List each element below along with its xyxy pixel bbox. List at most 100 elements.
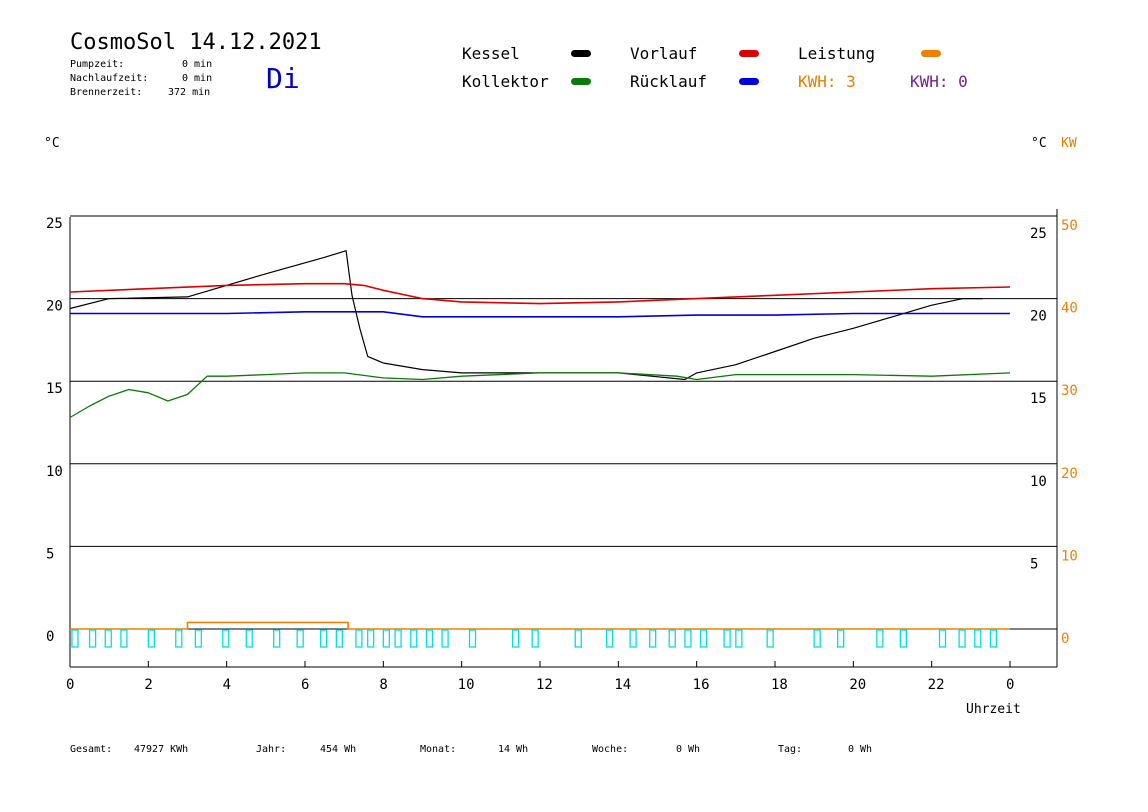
right-axis-kw-unit: KW bbox=[1061, 136, 1077, 151]
footer-monat-label: Monat: bbox=[420, 744, 457, 755]
legend-ruecklauf: Rücklauf bbox=[630, 72, 708, 91]
x-tick-label: 8 bbox=[379, 677, 387, 693]
y-tick-label-left: 10 bbox=[46, 464, 63, 480]
legend-leistung: Leistung bbox=[798, 44, 876, 63]
y-tick-label-right: 20 bbox=[1030, 309, 1047, 325]
y-tick-label-kw: 20 bbox=[1061, 466, 1078, 482]
pump-marker bbox=[511, 629, 520, 648]
x-tick-label: 2 bbox=[144, 677, 152, 693]
pump-marker bbox=[335, 629, 343, 648]
footer-gesamt-value: 47927 KWh bbox=[134, 744, 189, 755]
pump-marker bbox=[668, 629, 676, 648]
right-axis-unit: °C bbox=[1031, 136, 1047, 151]
nachlauf-time-value: 0 min bbox=[182, 73, 213, 84]
pump-marker bbox=[382, 629, 390, 648]
brenner-time-label: Brennerzeit: bbox=[70, 87, 143, 98]
x-tick-label: 0 bbox=[1006, 677, 1014, 693]
pump-marker bbox=[989, 629, 998, 648]
y-tick-label-kw: 10 bbox=[1061, 548, 1078, 564]
pump-time-label: Pumpzeit: bbox=[70, 59, 125, 70]
legend-vorlauf: Vorlauf bbox=[630, 44, 698, 63]
pump-marker bbox=[296, 629, 304, 648]
pump-marker bbox=[320, 629, 328, 648]
footer-jahr-value: 454 Wh bbox=[320, 744, 357, 755]
x-tick-label: 10 bbox=[458, 677, 475, 693]
y-tick-label-right: 25 bbox=[1030, 226, 1047, 242]
pump-marker bbox=[899, 629, 907, 648]
series-line-vorlauf bbox=[69, 282, 1011, 305]
legend-ruecklauf-swatch bbox=[739, 78, 759, 85]
footer-jahr-label: Jahr: bbox=[256, 744, 287, 755]
pump-marker bbox=[531, 629, 539, 648]
x-tick-label: 4 bbox=[223, 677, 231, 693]
series-line-kollektor bbox=[69, 372, 1011, 419]
x-tick-label: 22 bbox=[928, 677, 945, 693]
legend-kessel: Kessel bbox=[462, 44, 520, 63]
y-tick-label-kw: 50 bbox=[1061, 218, 1078, 234]
y-tick-label-left: 5 bbox=[46, 546, 54, 562]
pump-marker bbox=[813, 629, 821, 648]
pump-marker bbox=[71, 629, 79, 648]
pump-marker bbox=[876, 629, 884, 648]
y-tick-label-left: 25 bbox=[46, 216, 63, 232]
pump-marker bbox=[245, 629, 253, 648]
pump-marker bbox=[425, 629, 434, 648]
x-tick-label: 14 bbox=[614, 677, 631, 693]
pump-marker bbox=[649, 629, 657, 648]
legend-kollektor-swatch bbox=[571, 78, 591, 85]
y-tick-label-left: 0 bbox=[46, 629, 54, 645]
pump-marker bbox=[468, 629, 477, 648]
x-axis-label: Uhrzeit bbox=[966, 702, 1021, 717]
pump-marker bbox=[699, 629, 708, 648]
brenner-time-value: 372 min bbox=[168, 87, 211, 98]
pump-marker bbox=[367, 629, 375, 648]
pump-marker bbox=[958, 629, 966, 648]
pump-marker bbox=[273, 629, 281, 648]
x-tick-label: 18 bbox=[771, 677, 788, 693]
pump-marker bbox=[147, 629, 155, 648]
series-line-kessel bbox=[69, 250, 983, 381]
weekday-label: Di bbox=[266, 62, 300, 95]
footer-tag-value: 0 Wh bbox=[848, 744, 873, 755]
footer-monat-value: 14 Wh bbox=[498, 744, 529, 755]
legend-vorlauf-swatch bbox=[739, 50, 759, 57]
pump-time-value: 0 min bbox=[182, 59, 213, 70]
legend-kollektor: Kollektor bbox=[462, 72, 549, 91]
pump-marker bbox=[684, 629, 692, 648]
pump-marker bbox=[394, 629, 402, 648]
footer-gesamt-label: Gesamt: bbox=[70, 744, 113, 755]
series-line-leistung bbox=[70, 621, 1010, 630]
pump-marker bbox=[938, 629, 947, 648]
pump-marker bbox=[104, 629, 112, 648]
pump-marker bbox=[574, 629, 582, 648]
y-tick-label-kw: 40 bbox=[1061, 301, 1078, 317]
x-tick-label: 16 bbox=[693, 677, 710, 693]
pump-marker bbox=[88, 629, 97, 648]
chart-title: CosmoSol 14.12.2021 bbox=[70, 30, 322, 55]
y-tick-label-right: 15 bbox=[1030, 391, 1047, 407]
pump-marker bbox=[605, 629, 614, 648]
series-line-ruecklauf bbox=[70, 310, 1010, 318]
pump-marker bbox=[629, 629, 637, 648]
legend-kwh-2: KWH: 0 bbox=[910, 72, 968, 91]
pump-marker bbox=[735, 629, 743, 648]
footer-tag-label: Tag: bbox=[778, 744, 803, 755]
x-tick-label: 12 bbox=[536, 677, 553, 693]
y-tick-label-left: 20 bbox=[46, 299, 63, 315]
x-tick-label: 20 bbox=[849, 677, 866, 693]
x-tick-label: 6 bbox=[301, 677, 309, 693]
pump-marker bbox=[766, 629, 774, 648]
pump-marker bbox=[837, 629, 845, 648]
y-tick-label-right: 10 bbox=[1030, 474, 1047, 490]
pump-marker bbox=[355, 629, 363, 648]
pump-marker bbox=[194, 629, 202, 648]
x-tick-label: 0 bbox=[66, 677, 74, 693]
y-tick-label-kw: 0 bbox=[1061, 631, 1069, 647]
left-axis-unit: °C bbox=[44, 136, 60, 151]
pump-marker bbox=[222, 629, 230, 648]
pump-marker bbox=[410, 629, 418, 648]
y-tick-label-right: 5 bbox=[1030, 556, 1038, 572]
legend-kessel-swatch bbox=[571, 50, 591, 57]
pump-marker bbox=[441, 629, 449, 648]
